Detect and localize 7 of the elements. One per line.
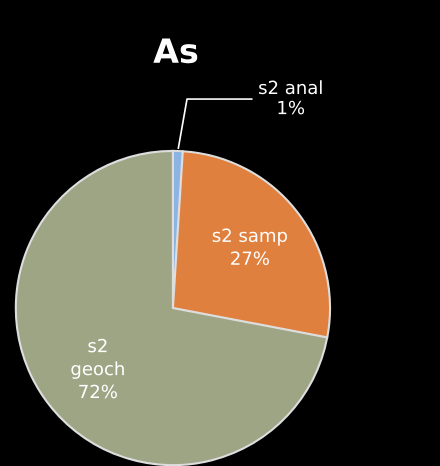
slice-label: s2 geoch: [71, 338, 124, 379]
data-label: 72%: [79, 384, 117, 398]
data-label: 1%: [278, 100, 304, 114]
slice-label: s2 anal: [259, 80, 322, 94]
chart-title: As: [153, 38, 198, 64]
data-label: 27%: [231, 251, 269, 266]
slice-label: s2 samp: [212, 228, 287, 246]
